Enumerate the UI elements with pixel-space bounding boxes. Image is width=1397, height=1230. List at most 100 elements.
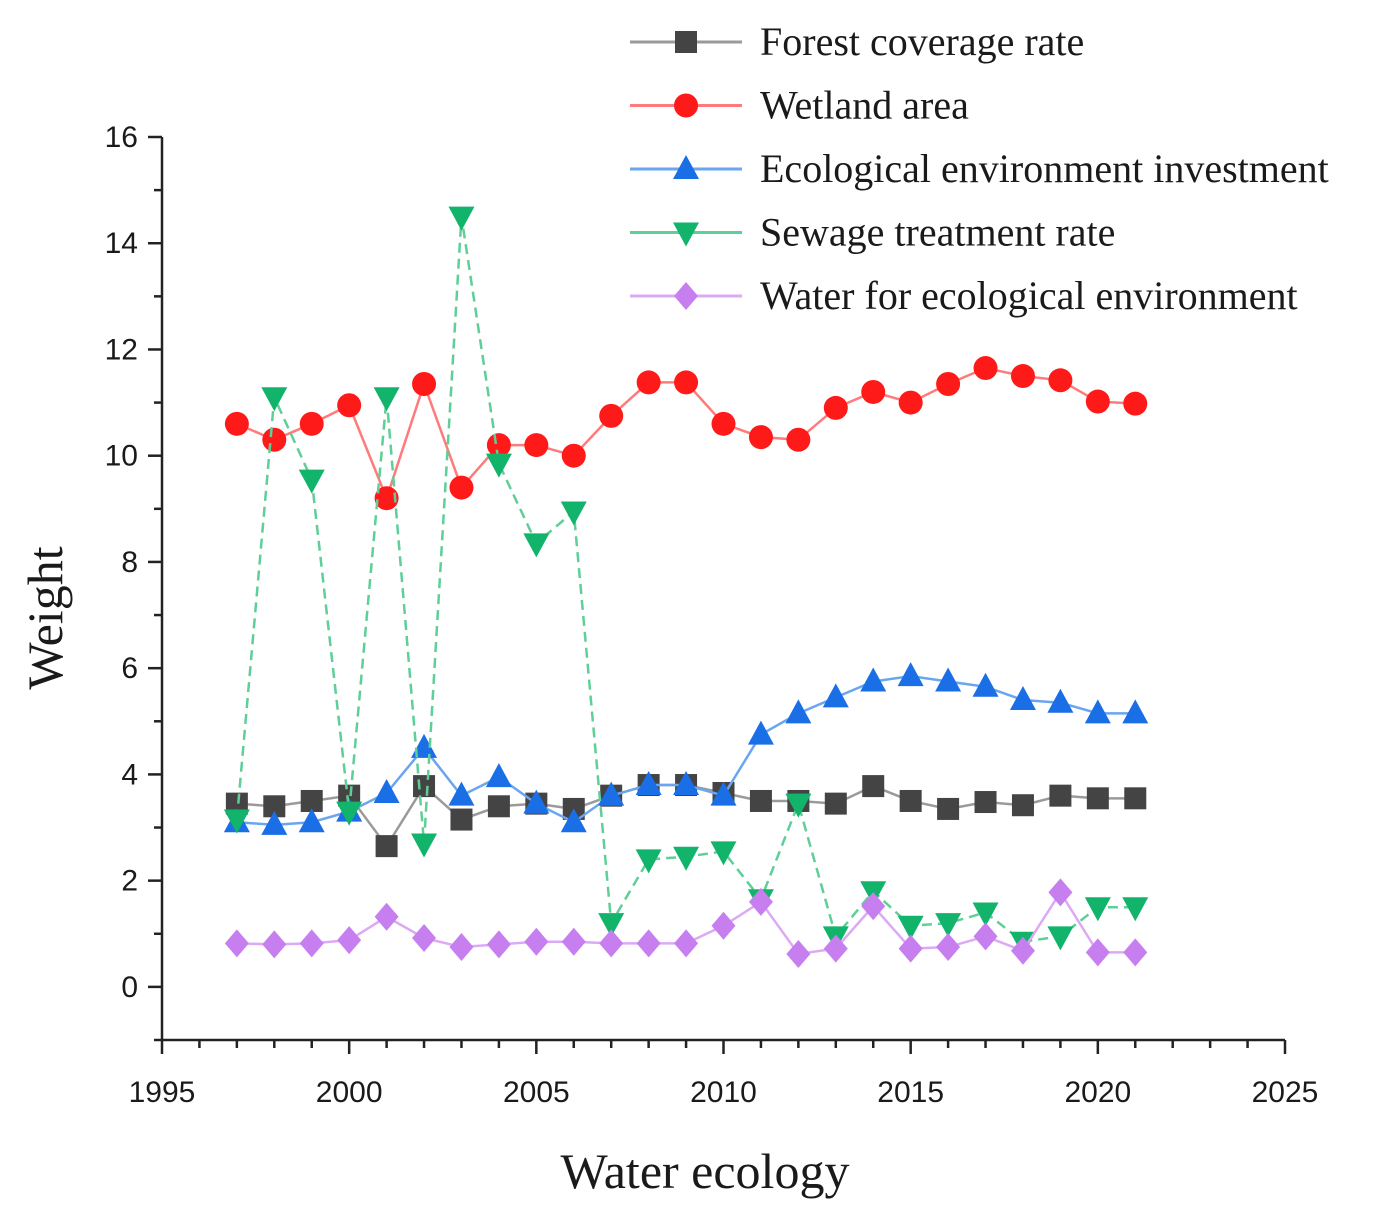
data-point [897, 662, 924, 687]
data-point [748, 887, 773, 916]
data-point [262, 930, 287, 959]
data-point [598, 913, 625, 938]
data-point [974, 791, 997, 814]
data-point [298, 808, 325, 833]
data-point [972, 672, 999, 697]
x-tick-label: 1995 [129, 1076, 196, 1109]
data-point [1085, 938, 1110, 967]
data-point [785, 793, 812, 818]
data-point [937, 797, 960, 820]
series-line [235, 216, 1136, 944]
y-tick-label: 8 [121, 546, 138, 579]
data-point [1047, 926, 1074, 951]
data-point [861, 379, 886, 404]
data-point [673, 771, 700, 796]
data-point [338, 784, 361, 807]
y-tick-label: 0 [121, 971, 138, 1004]
x-axis-title: Water ecology [561, 1143, 850, 1199]
series-2 [223, 662, 1149, 835]
data-point [786, 427, 811, 452]
data-point [1010, 364, 1035, 389]
legend-label: Ecological environment investment [760, 146, 1329, 191]
data-point [898, 390, 923, 415]
data-point [1049, 784, 1072, 807]
data-point [1124, 787, 1147, 810]
x-tick-label: 2025 [1252, 1076, 1319, 1109]
data-point [935, 913, 962, 938]
data-point [486, 433, 511, 458]
series-4 [224, 878, 1148, 968]
x-tick-label: 2020 [1064, 1076, 1131, 1109]
data-point [747, 720, 774, 745]
data-point [336, 801, 363, 826]
data-point [710, 841, 737, 866]
data-point [411, 833, 438, 858]
data-point [299, 929, 324, 958]
data-point [373, 779, 400, 804]
data-point [861, 892, 886, 921]
x-tick-label: 2000 [316, 1076, 383, 1109]
data-point [749, 789, 772, 812]
data-point [635, 849, 662, 874]
data-point [674, 370, 699, 395]
data-point [1009, 686, 1036, 711]
data-point [973, 356, 998, 381]
data-point [375, 835, 398, 858]
data-point [899, 789, 922, 812]
legend-item: Wetland area [630, 83, 969, 128]
data-point [636, 370, 661, 395]
data-point [523, 533, 550, 558]
data-point [225, 792, 248, 815]
data-point [635, 771, 662, 796]
data-point [1123, 938, 1148, 967]
data-point [373, 387, 400, 412]
data-point [824, 792, 847, 815]
data-point [560, 808, 587, 833]
x-tick-label: 2015 [877, 1076, 944, 1109]
data-point [711, 911, 736, 940]
data-point [1084, 699, 1111, 724]
data-point [299, 411, 324, 436]
data-point [224, 929, 249, 958]
data-point [972, 902, 999, 927]
data-point [973, 922, 998, 951]
data-point [412, 924, 437, 953]
y-tick-label: 4 [121, 758, 138, 791]
x-tick-label: 2005 [503, 1076, 570, 1109]
y-tick-label: 10 [105, 440, 138, 473]
data-point [261, 810, 288, 835]
data-point [823, 395, 848, 420]
data-point [710, 781, 737, 806]
legend-marker [674, 282, 698, 310]
data-point [524, 433, 549, 458]
data-point [523, 789, 550, 814]
y-tick-label: 14 [105, 227, 138, 260]
data-point [561, 927, 586, 956]
y-tick-label: 6 [121, 652, 138, 685]
x-tick-label: 2010 [690, 1076, 757, 1109]
data-point [374, 902, 399, 931]
legend-item: Forest coverage rate [630, 19, 1084, 64]
data-point [1010, 936, 1035, 965]
data-point [823, 934, 848, 963]
legend-marker [674, 93, 698, 118]
legend-marker [675, 31, 697, 53]
data-point [261, 387, 288, 412]
data-point [711, 411, 736, 436]
data-point [599, 403, 624, 428]
legend: Forest coverage rate Wetland area Ecologic… [630, 19, 1329, 318]
series-layer [223, 206, 1149, 968]
legend-label: Water for ecological environment [760, 273, 1298, 318]
data-point [936, 371, 961, 396]
data-point [636, 929, 661, 958]
data-point [599, 929, 624, 958]
data-point [486, 930, 511, 959]
data-point [1086, 787, 1109, 810]
data-point [822, 683, 849, 708]
legend-item: Water for ecological environment [630, 273, 1298, 318]
data-point [449, 475, 474, 500]
data-point [1122, 699, 1149, 724]
data-point [374, 486, 399, 511]
data-point [1047, 688, 1074, 713]
